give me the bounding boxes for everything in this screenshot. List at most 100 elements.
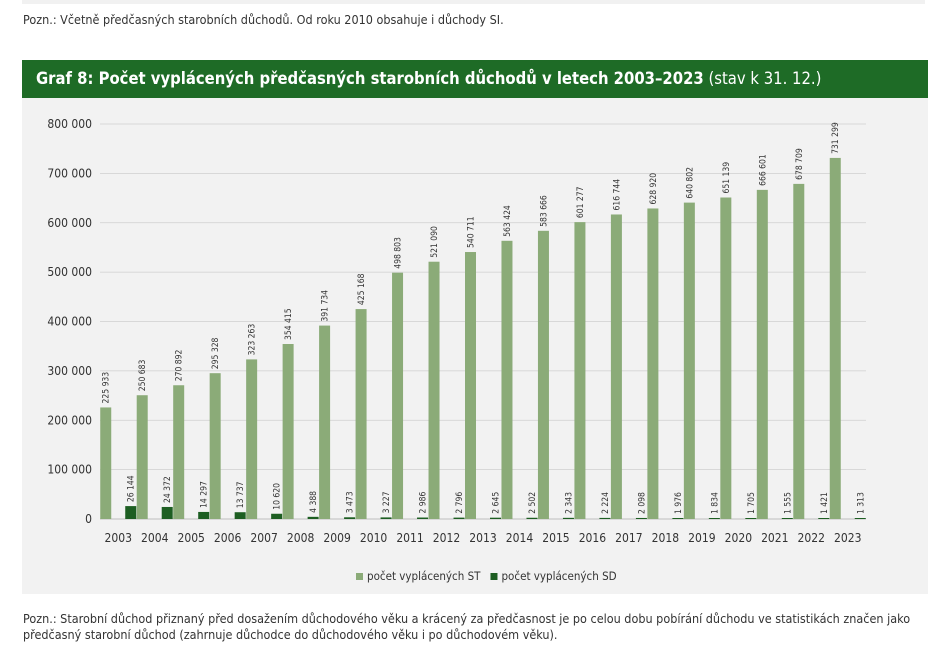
bar-sd [198, 511, 210, 519]
data-label-sd: 26 144 [127, 475, 137, 502]
y-tick-label: 300 000 [47, 364, 92, 378]
data-label-sd: 24 372 [163, 476, 173, 503]
chart-title: Graf 8: Počet vyplácených předčasných st… [36, 69, 704, 88]
data-label-sd: 10 620 [273, 483, 283, 510]
x-tick-label: 2020 [725, 531, 753, 545]
y-tick-label: 0 [85, 512, 92, 526]
x-tick-label: 2022 [798, 531, 825, 545]
bar-sd [344, 517, 356, 519]
bar-sd [380, 517, 392, 519]
y-tick-label: 100 000 [47, 463, 92, 477]
bar-sd [781, 518, 793, 519]
note-top: Pozn.: Včetně předčasných starobních důc… [23, 12, 504, 27]
legend-swatch-st [356, 573, 363, 580]
bar-st [647, 208, 659, 519]
bar-st [282, 344, 294, 519]
bar-sd [854, 518, 866, 519]
data-label-sd: 1 705 [747, 492, 757, 514]
bar-st [246, 359, 258, 519]
bar-st [829, 157, 841, 519]
bar-sd [125, 506, 137, 519]
x-tick-label: 2011 [396, 531, 423, 545]
x-tick-label: 2005 [177, 531, 204, 545]
bar-st [574, 222, 586, 519]
data-label-st: 250 683 [138, 359, 148, 391]
x-tick-label: 2023 [834, 531, 861, 545]
y-tick-label: 800 000 [47, 117, 92, 131]
chart-header: Graf 8: Počet vyplácených předčasných st… [22, 60, 928, 98]
data-label-st: 678 709 [795, 148, 805, 180]
bar-st [465, 252, 476, 520]
bar-sd [708, 518, 720, 519]
bar-sd [490, 517, 501, 519]
data-label-st: 628 920 [649, 173, 659, 205]
bar-sd [234, 512, 246, 519]
y-tick-label: 700 000 [47, 166, 92, 180]
data-label-sd: 1 976 [674, 492, 684, 514]
bar-st [720, 197, 732, 519]
bar-chart: 0 100 000 200 000 300 000 400 000 500 000 600 … [47, 117, 866, 583]
data-label-sd: 2 224 [601, 492, 611, 514]
bar-sd [818, 518, 830, 519]
bar-st [136, 395, 148, 519]
data-label-sd: 3 473 [346, 491, 356, 513]
bar-st [209, 373, 221, 519]
data-label-sd: 1 421 [820, 492, 830, 514]
bar-sd [161, 506, 173, 519]
data-label-st: 651 139 [722, 162, 732, 194]
data-label-st: 563 424 [503, 205, 513, 237]
bar-st [428, 261, 440, 519]
x-tick-label: 2007 [250, 531, 277, 545]
y-tick-label: 200 000 [47, 413, 92, 427]
data-label-st: 640 802 [685, 167, 695, 199]
data-label-st: 270 892 [175, 349, 185, 381]
data-label-st: 323 263 [248, 324, 258, 356]
bar-st [610, 214, 622, 519]
data-label-sd: 2 796 [455, 492, 465, 514]
x-tick-label: 2003 [105, 531, 132, 545]
data-label-st: 540 711 [467, 216, 477, 248]
bar-sd [526, 517, 538, 519]
data-label-st: 225 933 [102, 372, 112, 404]
data-label-sd: 2 343 [564, 492, 574, 514]
x-tick-label: 2013 [469, 531, 496, 545]
data-label-st: 616 744 [612, 179, 622, 211]
bar-st [683, 202, 695, 520]
x-tick-label: 2015 [542, 531, 569, 545]
bar-sd [453, 517, 465, 519]
legend-swatch-sd [490, 573, 498, 580]
data-label-sd: 1 555 [783, 492, 793, 514]
data-label-st: 601 277 [576, 186, 586, 218]
data-label-sd: 3 227 [382, 491, 392, 513]
bar-sd [271, 513, 283, 519]
data-label-st: 425 168 [357, 273, 367, 305]
data-label-st: 521 090 [430, 226, 440, 258]
bar-st [756, 189, 768, 519]
x-tick-label: 2018 [652, 531, 680, 545]
data-label-st: 583 666 [539, 195, 549, 227]
bar-st [537, 230, 549, 519]
data-label-sd: 2 645 [492, 492, 502, 514]
data-label-sd: 2 502 [528, 492, 538, 514]
y-tick-label: 400 000 [47, 315, 92, 329]
x-tick-label: 2004 [141, 531, 169, 545]
data-label-sd: 13 737 [236, 481, 246, 508]
bar-st [100, 407, 112, 519]
bar-st [793, 183, 805, 519]
x-tick-label: 2017 [615, 531, 642, 545]
data-label-sd: 2 098 [637, 492, 647, 514]
bar-st [319, 325, 331, 519]
top-strip [22, 0, 925, 4]
x-tick-label: 2016 [579, 531, 607, 545]
bar-sd [599, 517, 611, 519]
bar-st [501, 240, 513, 520]
data-label-sd: 1 313 [856, 492, 866, 514]
data-label-sd: 2 986 [419, 492, 429, 514]
bar-sd [745, 518, 757, 519]
bar-st [392, 272, 404, 519]
bar-st [355, 309, 367, 519]
bar-sd [307, 516, 319, 519]
data-label-st: 498 803 [394, 237, 404, 269]
legend-label-sd: počet vyplácených SD [501, 569, 616, 583]
y-tick-label: 500 000 [47, 265, 92, 279]
